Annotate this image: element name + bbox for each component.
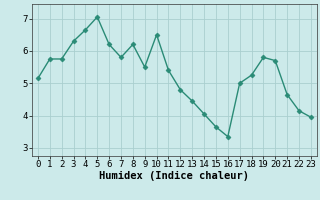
X-axis label: Humidex (Indice chaleur): Humidex (Indice chaleur) [100, 171, 249, 181]
